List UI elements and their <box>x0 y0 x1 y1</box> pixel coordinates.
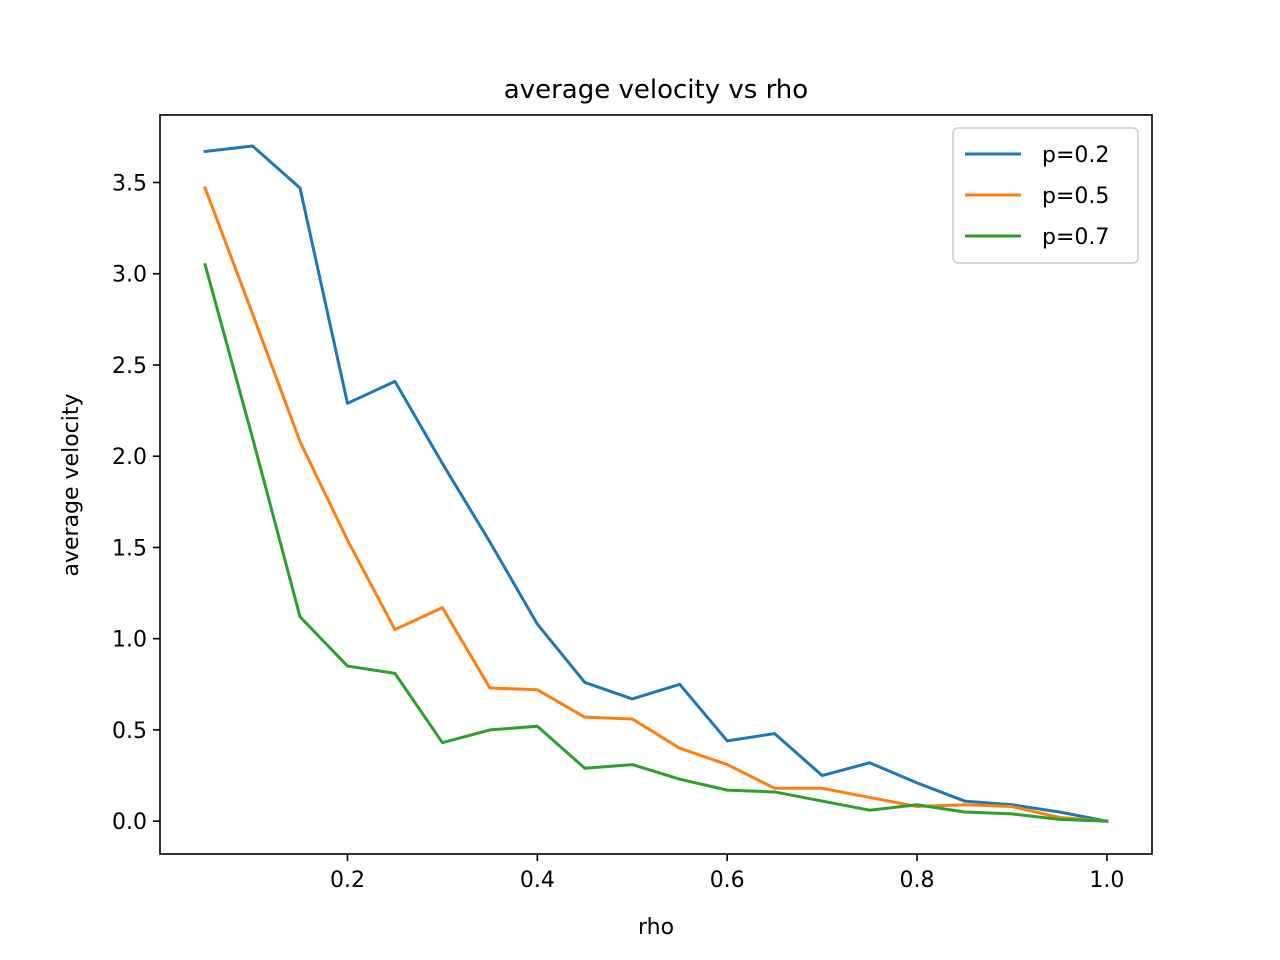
y-tick-label: 3.0 <box>112 263 147 288</box>
series-line-p-0-5 <box>203 186 1109 823</box>
x-tick-label: 0.2 <box>330 868 365 893</box>
legend-box <box>952 127 1139 264</box>
x-tick-label: 0.6 <box>710 868 745 893</box>
y-tick-label: 2.0 <box>112 445 147 470</box>
y-tick-label: 1.0 <box>112 628 147 653</box>
x-tick-label: 0.4 <box>520 868 555 893</box>
series-line-p-0-7 <box>203 262 1109 823</box>
y-axis-label: average velocity <box>59 393 84 576</box>
legend-label: p=0.7 <box>1042 225 1109 250</box>
x-axis-label: rho <box>638 915 674 940</box>
legend-label: p=0.5 <box>1042 184 1109 209</box>
legend-label: p=0.2 <box>1042 143 1109 168</box>
legend: p=0.2 p=0.5 p=0.7 <box>952 127 1139 264</box>
series-line-p-0-2 <box>203 144 1109 823</box>
x-tick-label: 1.0 <box>1089 868 1124 893</box>
x-tick-label: 0.8 <box>900 868 935 893</box>
chart-title: average velocity vs rho <box>504 75 808 105</box>
series-layer <box>203 144 1109 823</box>
y-tick-label: 0.0 <box>112 810 147 835</box>
plot-area-frame <box>159 114 1153 855</box>
y-axis: 0.0 0.5 1.0 1.5 2.0 2.5 3.0 3.5 <box>112 172 160 835</box>
y-tick-label: 0.5 <box>112 719 147 744</box>
y-tick-label: 1.5 <box>112 536 147 561</box>
y-tick-label: 3.5 <box>112 172 147 197</box>
x-axis: 0.2 0.4 0.6 0.8 1.0 <box>330 854 1124 893</box>
y-tick-label: 2.5 <box>112 354 147 379</box>
